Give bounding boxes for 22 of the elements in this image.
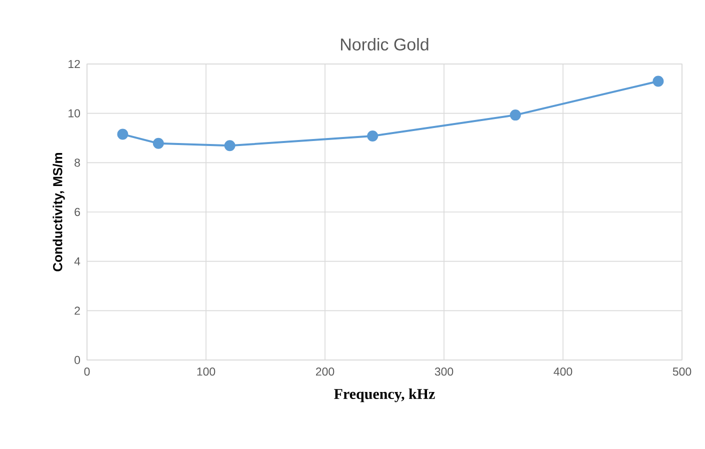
point (152, 138, 164, 149)
point (224, 140, 236, 152)
chart-title: Nordic Gold (341, 38, 428, 51)
y-axis-title: Conductivity, MS/m (52, 152, 65, 272)
x-axis-title: Frequency, kHz (334, 388, 435, 402)
y-tick-label: 4 (74, 257, 80, 266)
y-tick-label: 12 (68, 60, 80, 68)
x-tick-label: 500 (672, 368, 692, 376)
point (117, 128, 128, 140)
y-tick-label: 0 (74, 356, 80, 364)
point (652, 76, 664, 87)
point (510, 110, 521, 121)
y-tick-label: 10 (68, 109, 80, 118)
x-tick-label: 0 (84, 368, 90, 376)
x-tick-label: 400 (554, 368, 572, 376)
x-tick-label: 100 (197, 368, 216, 376)
point (367, 130, 378, 142)
y-tick-label: 6 (74, 208, 80, 216)
y-tick-label: 2 (74, 306, 80, 315)
y-tick-label: 8 (74, 158, 80, 167)
x-tick-label: 200 (316, 368, 334, 376)
x-tick-label: 300 (434, 368, 454, 376)
